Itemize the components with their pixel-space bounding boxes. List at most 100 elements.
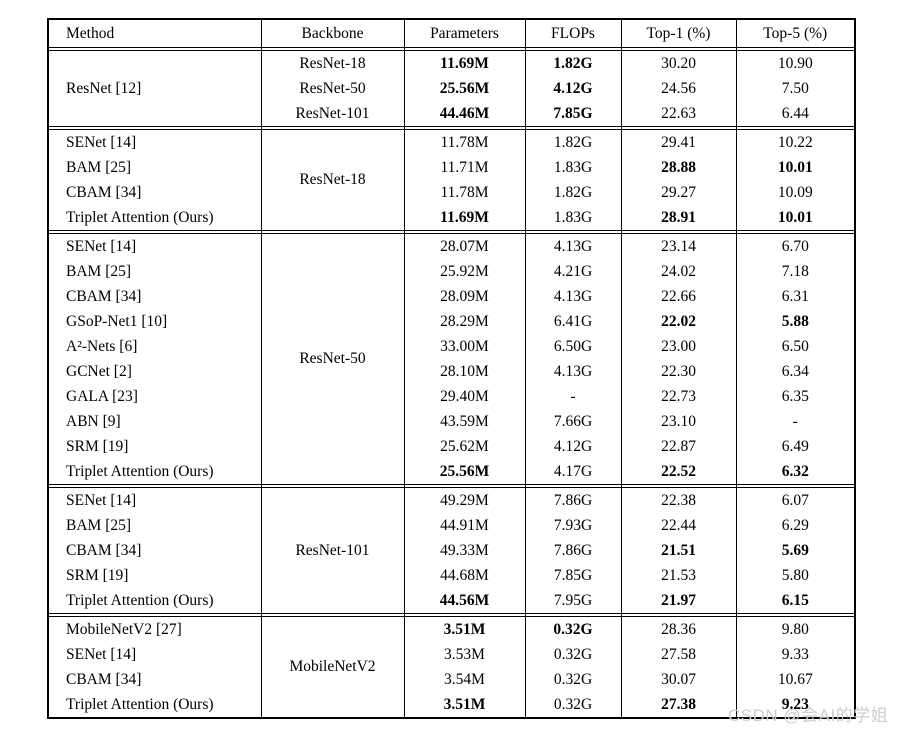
section-separator-cell xyxy=(735,126,856,130)
flops-cell: 1.83G xyxy=(524,205,622,231)
parameters-cell: 33.00M xyxy=(403,334,526,359)
table-row: Triplet Attention (Ours) 44.56M 7.95G 21.97… xyxy=(47,588,856,614)
method-cell: CBAM [34] xyxy=(47,667,262,692)
top5-cell: 10.22 xyxy=(735,129,856,155)
section-separator xyxy=(47,126,856,130)
backbone-cell: ResNet-18 xyxy=(260,50,405,76)
parameters-cell: 44.91M xyxy=(403,513,526,538)
table-row: GSoP-Net1 [10] 28.29M 6.41G 22.02 5.88 xyxy=(47,309,856,334)
top5-cell: 6.32 xyxy=(735,459,856,485)
top1-cell: 23.10 xyxy=(620,409,737,434)
top5-cell: 10.90 xyxy=(735,50,856,76)
section-separator xyxy=(47,613,856,617)
table-body: ResNet [12] ResNet-18 11.69M 1.82G 30.20 10.9… xyxy=(47,47,856,718)
flops-cell: 0.32G xyxy=(524,616,622,642)
top1-cell: 22.30 xyxy=(620,359,737,384)
backbone-group-cell: MobileNetV2 xyxy=(260,616,405,718)
top1-cell: 28.88 xyxy=(620,155,737,180)
top1-cell: 29.41 xyxy=(620,129,737,155)
section-separator xyxy=(47,484,856,488)
top1-cell: 27.58 xyxy=(620,642,737,667)
parameters-cell: 11.69M xyxy=(403,50,526,76)
top1-cell: 22.02 xyxy=(620,309,737,334)
top1-cell: 30.07 xyxy=(620,667,737,692)
flops-cell: - xyxy=(524,384,622,409)
parameters-cell: 49.29M xyxy=(403,487,526,513)
top5-cell: 10.01 xyxy=(735,155,856,180)
parameters-cell: 25.56M xyxy=(403,459,526,485)
table-row: CBAM [34] 11.78M 1.82G 29.27 10.09 xyxy=(47,180,856,205)
parameters-cell: 3.54M xyxy=(403,667,526,692)
parameters-cell: 25.92M xyxy=(403,259,526,284)
parameters-cell: 43.59M xyxy=(403,409,526,434)
top5-cell: 6.34 xyxy=(735,359,856,384)
parameters-cell: 11.71M xyxy=(403,155,526,180)
flops-cell: 4.12G xyxy=(524,76,622,101)
method-cell: CBAM [34] xyxy=(47,284,262,309)
table-row: ResNet-101 44.46M 7.85G 22.63 6.44 xyxy=(48,101,856,127)
top1-cell: 23.00 xyxy=(620,334,737,359)
backbone-group-cell: ResNet-50 xyxy=(260,233,405,485)
table-row: BAM [25] 44.91M 7.93G 22.44 6.29 xyxy=(47,513,856,538)
top1-cell: 29.27 xyxy=(620,180,737,205)
table-row: GALA [23] 29.40M -22.73 6.35 xyxy=(47,384,856,409)
top5-cell: 7.50 xyxy=(735,76,856,101)
parameters-cell: 11.78M xyxy=(403,129,526,155)
method-cell: SENet [14] xyxy=(47,233,262,259)
table-row: Triplet Attention (Ours) 25.56M 4.17G 22.52… xyxy=(47,459,856,485)
table-row: SENet [14] 3.53M 0.32G 27.58 9.33 xyxy=(47,642,856,667)
top1-cell: 23.14 xyxy=(620,233,737,259)
top5-cell: 7.18 xyxy=(735,259,856,284)
flops-cell: 4.13G xyxy=(524,359,622,384)
flops-cell: 1.83G xyxy=(524,155,622,180)
section-separator-cell xyxy=(735,47,856,51)
top1-cell: 24.56 xyxy=(620,76,737,101)
parameters-cell: 44.68M xyxy=(403,563,526,588)
header-row: Method Backbone Parameters FLOPs Top-1 (… xyxy=(47,19,856,48)
top1-cell: 22.63 xyxy=(620,101,737,127)
table-row: BAM [25] 11.71M 1.83G 28.88 10.01 xyxy=(47,155,856,180)
table-row: ResNet [12] ResNet-18 11.69M 1.82G 30.20 10.9… xyxy=(47,50,856,127)
table-row: Triplet Attention (Ours) 11.69M 1.83G 28.91… xyxy=(47,205,856,231)
flops-cell: 7.85G xyxy=(524,101,622,127)
flops-cell: 4.17G xyxy=(524,459,622,485)
flops-cell: 7.85G xyxy=(524,563,622,588)
parameters-cell: 25.62M xyxy=(403,434,526,459)
method-cell: BAM [25] xyxy=(47,155,262,180)
method-cell: Triplet Attention (Ours) xyxy=(47,205,262,231)
flops-cell: 6.41G xyxy=(524,309,622,334)
table-row: A²-Nets [6] 33.00M 6.50G 23.00 6.50 xyxy=(47,334,856,359)
top1-cell: 22.87 xyxy=(620,434,737,459)
flops-cell: 4.12G xyxy=(524,434,622,459)
method-cell: CBAM [34] xyxy=(47,538,262,563)
column-header-top1: Top-1 (%) xyxy=(620,19,737,48)
table-row: ResNet-50 25.56M 4.12G 24.56 7.50 xyxy=(48,76,856,101)
flops-cell: 7.93G xyxy=(524,513,622,538)
top1-cell: 30.20 xyxy=(620,50,737,76)
top5-cell: 9.80 xyxy=(735,616,856,642)
method-cell: Triplet Attention (Ours) xyxy=(47,588,262,614)
flops-cell: 1.82G xyxy=(524,50,622,76)
table-row: CBAM [34] 28.09M 4.13G 22.66 6.31 xyxy=(47,284,856,309)
parameters-cell: 28.10M xyxy=(403,359,526,384)
parameters-cell: 28.29M xyxy=(403,309,526,334)
table-row: SENet [14] ResNet-50 28.07M 4.13G 23.14 6.70 xyxy=(47,233,856,485)
top5-cell: 6.35 xyxy=(735,384,856,409)
method-cell: BAM [25] xyxy=(47,259,262,284)
method-cell: SRM [19] xyxy=(47,434,262,459)
top1-cell: 28.91 xyxy=(620,205,737,231)
top5-cell: 10.09 xyxy=(735,180,856,205)
backbone-cell: ResNet-50 xyxy=(260,76,405,101)
parameters-cell: 3.51M xyxy=(403,692,526,718)
flops-cell: 4.13G xyxy=(524,233,622,259)
flops-cell: 7.86G xyxy=(524,538,622,563)
backbone-group-cell: ResNet-101 xyxy=(260,487,405,614)
top1-cell: 22.52 xyxy=(620,459,737,485)
top5-cell: 6.70 xyxy=(735,233,856,259)
table-row: BAM [25] 25.92M 4.21G 24.02 7.18 xyxy=(47,259,856,284)
top1-cell: 22.44 xyxy=(620,513,737,538)
flops-cell: 7.86G xyxy=(524,487,622,513)
parameters-cell: 25.56M xyxy=(403,76,526,101)
top1-cell: 27.38 xyxy=(620,692,737,718)
